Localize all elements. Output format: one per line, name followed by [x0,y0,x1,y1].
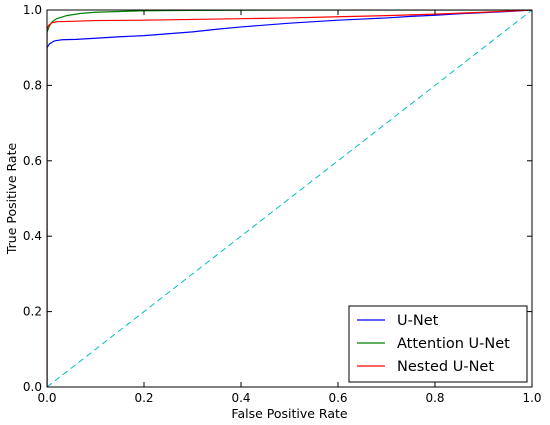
chance-diagonal-line [47,10,532,387]
y-tick-label: 0.2 [23,305,42,319]
ticks-layer: 0.0 0.2 0.4 0.6 0.8 1.0 0.0 0.2 0.4 0.6 0.8 1.0 [23,3,542,405]
y-axis-title: True Positive Rate [4,143,19,256]
x-tick-label: 0.4 [231,391,250,405]
x-tick-label: 0.6 [328,391,347,405]
plot-frame [46,9,533,388]
y-tick-label: 1.0 [23,3,42,17]
x-tick-label: 0.0 [37,391,56,405]
legend-label-u-net: U-Net [397,313,439,329]
y-tick-label: 0.4 [23,229,42,243]
x-tick-label: 1.0 [522,391,541,405]
x-axis-title: False Positive Rate [231,406,347,421]
x-tick-label: 0.2 [134,391,153,405]
legend-label-attention-u-net: Attention U-Net [397,336,510,352]
legend-label-nested-u-net: Nested U-Net [397,359,494,375]
series-line-u-net [47,10,532,387]
x-tick-label: 0.8 [425,391,444,405]
legend: U-Net Attention U-Net Nested U-Net [348,305,528,383]
y-tick-label: 0.6 [23,154,42,168]
y-tick-label: 0.0 [23,380,42,394]
series-line-nested-u-net [47,10,532,387]
legend-box [348,305,528,383]
y-tick-label: 0.8 [23,78,42,92]
